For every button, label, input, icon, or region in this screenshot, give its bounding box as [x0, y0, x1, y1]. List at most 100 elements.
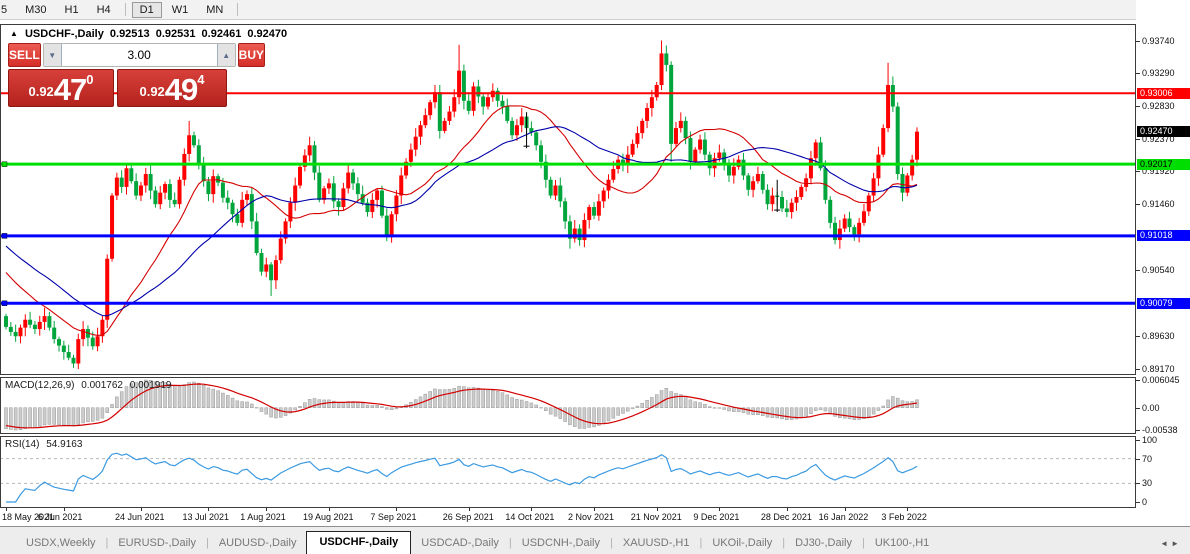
date-label: 14 Oct 2021	[505, 512, 555, 522]
volume-decrease-icon[interactable]: ▼	[43, 44, 61, 66]
macd-signal-line	[5, 383, 918, 429]
tab-scroll-left-icon[interactable]: ◄	[1160, 539, 1172, 548]
tab-usdchf-daily[interactable]: USDCHF-,Daily	[306, 531, 412, 554]
rsi-axis-label: 70	[1142, 453, 1153, 464]
level-price-label: 0.93006	[1137, 87, 1190, 99]
macd-axis-label: -0.00538	[1142, 425, 1178, 435]
tab-separator: |	[861, 537, 865, 549]
macd-name: MACD(12,26,9)	[5, 380, 75, 391]
timeframe-button-D1[interactable]: D1	[131, 1, 162, 18]
price-tick-label: 0.90540	[1142, 265, 1175, 276]
date-tick	[786, 508, 788, 511]
date-label: 2 Nov 2021	[568, 512, 615, 522]
date-tick	[656, 508, 658, 511]
date-label: 21 Nov 2021	[630, 512, 682, 522]
date-label: 9 Dec 2021	[693, 512, 740, 522]
tab-usdcad-daily[interactable]: USDCAD-,Daily	[421, 537, 499, 549]
tab-usdx-weekly[interactable]: USDX,Weekly	[26, 537, 96, 549]
price-tick-label: 0.91920	[1142, 166, 1175, 177]
price-tick-label: 0.89630	[1142, 330, 1175, 341]
macd-axis-label: 0.006045	[1142, 375, 1180, 385]
macd-axis-label: 0.00	[1142, 402, 1160, 413]
timeframe-button-5[interactable]: 5	[1, 3, 8, 16]
timeframe-button-H1[interactable]: H1	[64, 3, 79, 16]
buy-button[interactable]: BUY	[237, 43, 266, 67]
price-axis: 0.93740 0.93290 0.92830 0.92370 0.91920 0.914…	[1136, 0, 1190, 554]
ohlc-close: 0.92470	[247, 28, 288, 40]
volume-input[interactable]	[60, 44, 218, 66]
rsi-axis-label: 100	[1142, 435, 1158, 445]
tab-separator: |	[610, 537, 613, 549]
tab-usdcnh-daily[interactable]: USDCNH-,Daily	[521, 537, 601, 549]
date-label: 28 Dec 2021	[760, 512, 812, 522]
date-label: 26 Sep 2021	[442, 512, 494, 522]
ohlc-open: 0.92513	[109, 28, 150, 40]
timeframe-button-H4[interactable]: H4	[96, 3, 111, 16]
tab-scroll-arrows: ◄►	[1160, 539, 1190, 554]
price-tick-label: 0.93740	[1142, 35, 1175, 46]
volume-increase-icon[interactable]: ▲	[217, 44, 235, 66]
tab-scroll-right-icon[interactable]: ►	[1171, 539, 1182, 548]
date-label: 16 Jan 2022	[818, 512, 869, 522]
buy-price[interactable]: 0.92 49 4	[117, 69, 227, 107]
timeframe-button-M30[interactable]: M30	[25, 3, 47, 16]
tab-xauusd-h1[interactable]: XAUUSD-,H1	[622, 537, 690, 549]
date-tick	[719, 508, 721, 511]
price-tick-label: 0.92370	[1142, 133, 1175, 144]
date-label: 6 Jun 2021	[37, 512, 83, 522]
price-tick-label: 0.89170	[1142, 363, 1175, 374]
buy-price-big: 49	[164, 72, 198, 107]
date-tick	[63, 508, 65, 511]
rsi-axis-label: 0	[1142, 497, 1148, 507]
macd-signal-value: 0.001919	[129, 380, 172, 391]
date-tick	[844, 508, 846, 511]
date-tick	[208, 508, 210, 511]
date-axis[interactable]: 18 May 2021 6 Jun 2021 24 Jun 2021 13 Jul 2…	[0, 508, 1136, 526]
sell-button[interactable]: SELL	[8, 43, 41, 67]
price-chart-canvas[interactable]	[0, 24, 1136, 376]
date-tick	[907, 508, 909, 511]
rsi-pane-canvas[interactable]	[0, 436, 1136, 508]
tab-uk100-h1[interactable]: UK100-,H1	[874, 537, 930, 549]
ohlc-high: 0.92531	[155, 28, 196, 40]
date-tick	[594, 508, 596, 511]
date-tick	[266, 508, 268, 511]
rsi-name: RSI(14)	[5, 439, 40, 450]
sell-price-pip: 0	[86, 72, 94, 87]
buy-price-pip: 4	[197, 72, 205, 87]
date-tick	[6, 508, 7, 511]
tab-audusd-daily[interactable]: AUDUSD-,Daily	[218, 537, 297, 549]
tab-eurusd-daily[interactable]: EURUSD-,Daily	[118, 537, 196, 549]
macd-pane-canvas[interactable]	[0, 377, 1136, 434]
tab-dj30-daily[interactable]: DJ30-,Daily	[795, 537, 852, 549]
tab-separator: |	[105, 537, 109, 549]
date-tick	[140, 508, 142, 511]
timeframe-button-W1[interactable]: W1	[171, 3, 189, 16]
tab-ukoil-daily[interactable]: UKOil-,Daily	[712, 537, 773, 549]
rsi-axis-label: 30	[1142, 478, 1153, 489]
rsi-indicator-label: RSI(14) 54.9163	[5, 439, 86, 450]
tab-separator: |	[508, 537, 512, 549]
date-label: 1 Aug 2021	[240, 512, 286, 522]
rsi-line	[6, 452, 918, 503]
ohlc-low: 0.92461	[201, 28, 242, 40]
timeframe-toolbar: 5 M30 H1 H4 D1 W1 MN	[0, 0, 1190, 20]
macd-value: 0.001762	[81, 380, 123, 391]
collapse-one-click-icon[interactable]: ▲	[10, 29, 18, 38]
toolbar-separator	[237, 3, 239, 16]
date-label: 18 May 2021	[2, 512, 55, 522]
tab-separator: |	[782, 537, 786, 549]
tab-separator: |	[205, 537, 209, 549]
ma-fast-line	[5, 105, 918, 336]
date-tick	[531, 508, 533, 511]
current-price-label: 0.92470	[1137, 126, 1190, 138]
sell-price[interactable]: 0.92 47 0	[8, 69, 114, 107]
chart-title: ▲ USDCHF-,Daily 0.92513 0.92531 0.92461 …	[10, 28, 290, 40]
timeframe-button-MN[interactable]: MN	[206, 3, 224, 16]
sell-price-big: 47	[53, 72, 87, 107]
toolbar-separator	[124, 3, 126, 16]
volume-stepper: ▼ ▲	[42, 43, 236, 67]
level-price-label: 0.92017	[1137, 158, 1190, 170]
chart-symbol-label: USDCHF-,Daily	[24, 28, 104, 40]
